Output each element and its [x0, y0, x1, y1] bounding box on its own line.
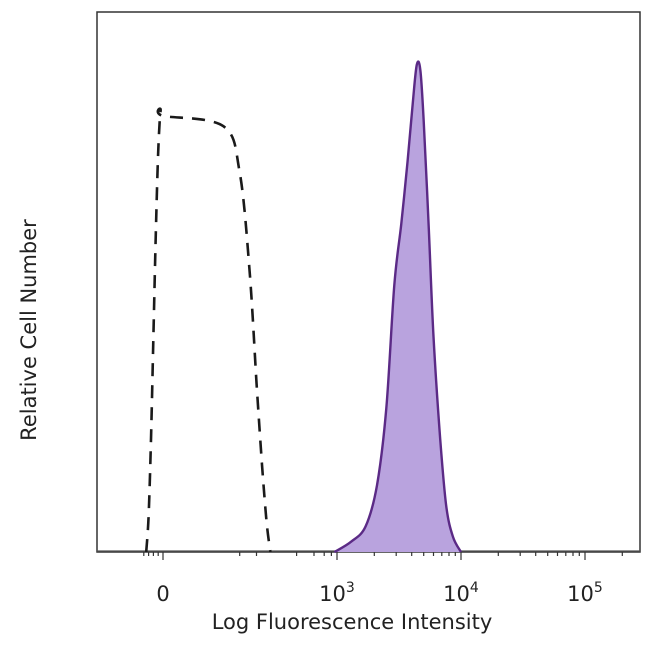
- x-tick-label-3: 105: [567, 580, 603, 606]
- x-tick-base: 10: [319, 582, 346, 606]
- series-1-area: [334, 61, 461, 552]
- series-1-line: [333, 60, 463, 554]
- plot-frame: [96, 11, 641, 553]
- x-tick-base: 10: [567, 582, 594, 606]
- x-tick-base: 0: [156, 582, 169, 606]
- x-tick-label-1: 103: [319, 580, 355, 606]
- x-tick-exponent: 3: [346, 580, 355, 596]
- x-tick-exponent: 4: [470, 580, 479, 596]
- series-0-line: [144, 107, 272, 553]
- tick-layer: 0 103 104 105: [143, 552, 623, 606]
- series-layer: [97, 60, 640, 554]
- x-tick-label-0: 0: [156, 582, 169, 606]
- y-axis-title: Relative Cell Number: [17, 219, 41, 441]
- x-tick-label-2: 104: [443, 580, 479, 606]
- x-tick-base: 10: [443, 582, 470, 606]
- x-tick-exponent: 5: [594, 580, 603, 596]
- x-axis-title: Log Fluorescence Intensity: [212, 610, 493, 634]
